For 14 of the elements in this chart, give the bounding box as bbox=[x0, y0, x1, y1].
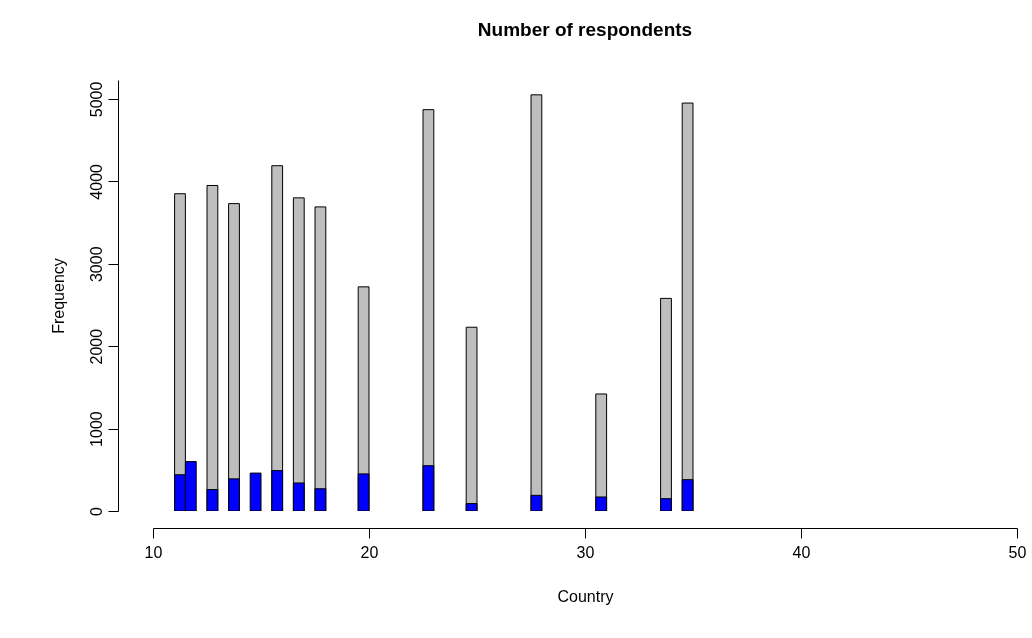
y-tick-label: 1000 bbox=[87, 411, 105, 447]
y-tick-label: 5000 bbox=[87, 81, 105, 118]
chart-title: Number of respondents bbox=[477, 19, 693, 40]
x-tick-label: 20 bbox=[360, 543, 379, 561]
y-tick-label: 2000 bbox=[87, 328, 105, 365]
x-tick-label: 10 bbox=[144, 543, 163, 561]
y-axis-title: Frequency bbox=[49, 258, 67, 334]
x-tick-label: 50 bbox=[1008, 543, 1027, 561]
x-tick-label: 30 bbox=[576, 543, 595, 561]
y-tick-label: 3000 bbox=[87, 246, 105, 283]
y-tick-label: 4000 bbox=[87, 163, 105, 200]
y-tick-label: 0 bbox=[87, 506, 105, 516]
x-axis-title: Country bbox=[557, 587, 614, 605]
x-tick-label: 40 bbox=[792, 543, 811, 561]
